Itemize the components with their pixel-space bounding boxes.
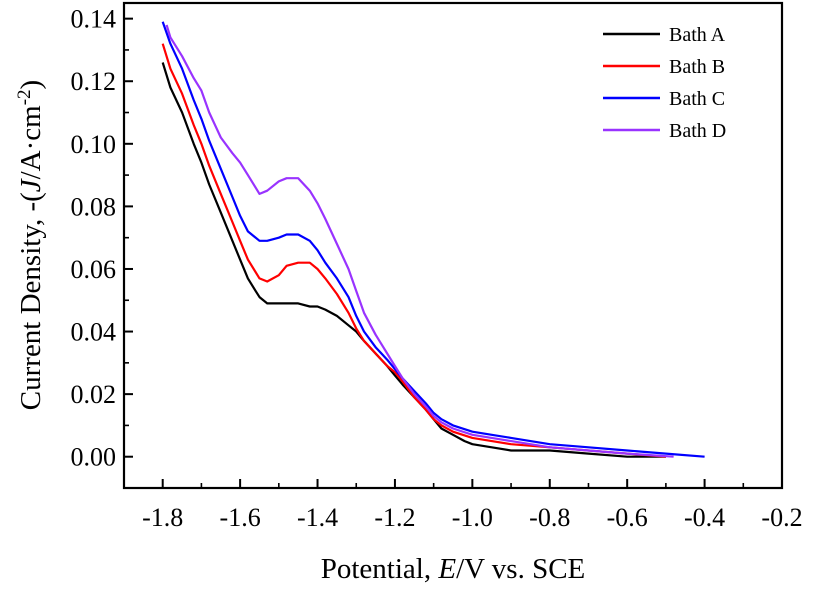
axis-ticks [123, 17, 783, 488]
legend-label: Bath B [669, 56, 725, 78]
legend-label: Bath D [669, 120, 726, 142]
legend: Bath A Bath B Bath C Bath D [603, 24, 726, 142]
y-tick-label: 0.06 [71, 255, 117, 284]
x-tick-label: -0.6 [607, 503, 648, 532]
y-tick-label: 0.04 [71, 318, 117, 347]
y-tick-label: 0.08 [71, 192, 117, 221]
y-axis-title: Current Density, -(J/A·cm-2) [14, 80, 48, 410]
x-tick-label: -1.0 [452, 503, 493, 532]
x-tick-label: -0.2 [761, 503, 802, 532]
x-tick-label: -1.2 [374, 503, 415, 532]
y-tick-label: 0.14 [71, 5, 117, 34]
x-tick-label: -1.4 [297, 503, 338, 532]
x-axis-title: Potential, E/V vs. SCE [321, 553, 586, 585]
x-tick-label: -0.4 [684, 503, 725, 532]
x-tick-label: -0.8 [529, 503, 570, 532]
legend-label: Bath C [669, 88, 725, 110]
y-tick-label: 0.00 [71, 443, 117, 472]
series-lines [161, 21, 705, 458]
x-tick-label: -1.8 [142, 503, 183, 532]
y-tick-label: 0.10 [71, 130, 117, 159]
x-tick-label: -1.6 [220, 503, 261, 532]
series-line-bath-a [161, 62, 666, 458]
series-line-bath-b [161, 43, 666, 458]
y-tick-label: 0.02 [71, 380, 117, 409]
tick-labels: -1.8 -1.6 -1.4 -1.2 -1.0 -0.8 -0.6 -0.4 -0.2 0.00… [71, 5, 803, 532]
legend-label: Bath A [669, 24, 726, 46]
series-line-bath-d [165, 24, 674, 458]
y-tick-label: 0.12 [71, 67, 117, 96]
plot-frame [122, 1, 784, 490]
series-line-bath-c [161, 21, 705, 458]
